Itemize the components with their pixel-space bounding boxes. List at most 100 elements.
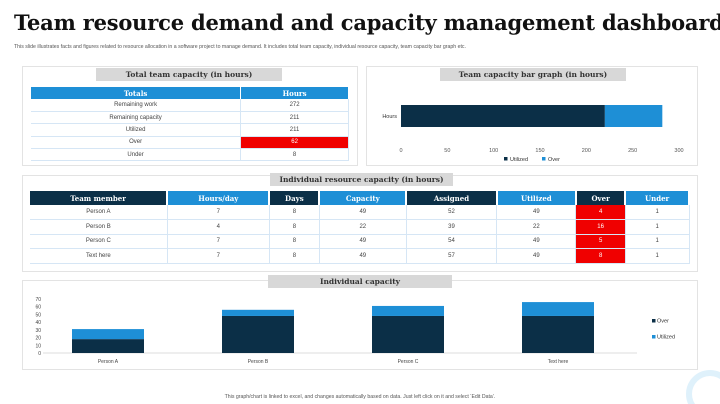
table-cell: Person B [30, 219, 168, 235]
footer-note: This graph/chart is linked to excel, and… [224, 394, 496, 400]
total-capacity-col-header: Totals [31, 87, 242, 99]
legend-swatch [652, 319, 656, 323]
legend-label: Utilized [510, 157, 528, 163]
table-cell: 8 [269, 248, 320, 264]
team-capacity-bar-chart: 0 50 100 150 200 250 300 Hours Utilized Over [382, 105, 684, 163]
y-tick-label: 60 [35, 305, 41, 311]
individual-capacity-header: Individual capacity [268, 275, 452, 288]
table-row: Text here 7 8 49 57 49 8 1 [30, 248, 690, 264]
resource-col-header: Assigned [406, 191, 498, 205]
table-row: Remaining capacity 211 [31, 111, 349, 125]
x-tick-label: Person C [398, 359, 419, 365]
table-row: Over 62 [31, 136, 349, 150]
category-label: Hours [382, 114, 397, 120]
row-label: Over [31, 136, 242, 150]
x-tick-label: 200 [582, 148, 591, 154]
table-cell: 49 [496, 248, 577, 264]
bar-segment-over [72, 339, 144, 353]
page-title: Team resource demand and capacity manage… [14, 10, 720, 35]
x-tick-label: 250 [628, 148, 637, 154]
individual-resource-table: Team member Hours/day Days Capacity Assigned… [30, 191, 690, 264]
row-value: 211 [240, 123, 349, 137]
table-cell: 49 [496, 205, 577, 220]
table-cell: 4 [575, 205, 626, 220]
row-label: Remaining work [31, 99, 242, 112]
table-cell: 57 [406, 248, 498, 264]
bar-segment-over [522, 315, 594, 353]
bar-segment-utilized [401, 105, 605, 127]
x-tick-label: 50 [444, 148, 450, 154]
team-capacity-chart-header: Team capacity bar graph (in hours) [440, 68, 626, 81]
total-capacity-table: Totals Hours Remaining work 272 Remaining c… [31, 87, 349, 162]
decorative-circle [686, 370, 720, 404]
resource-col-header: Days [269, 191, 321, 205]
resource-col-header: Over [575, 191, 627, 205]
y-tick-label: 70 [35, 297, 41, 303]
x-tick-label: 300 [674, 148, 683, 154]
bar-segment-utilized [372, 305, 444, 316]
row-value: 62 [240, 136, 349, 150]
table-cell: Text here [30, 248, 168, 264]
row-label: Remaining capacity [31, 111, 242, 125]
table-cell: 49 [319, 248, 407, 264]
table-cell: 22 [496, 219, 577, 235]
individual-resource-header: Individual resource capacity (in hours) [270, 173, 453, 186]
table-row: Utilized 211 [31, 123, 349, 137]
table-row: Person B 4 8 22 39 22 16 1 [30, 219, 690, 235]
total-capacity-header: Total team capacity (in hours) [96, 68, 282, 81]
table-cell: 1 [625, 205, 690, 220]
table-row: Person C 7 8 49 54 49 5 1 [30, 234, 690, 249]
table-row: Person A 7 8 49 52 49 4 1 [30, 205, 690, 220]
table-cell: 8 [575, 248, 626, 264]
table-cell: Person C [30, 234, 168, 249]
bar-segment-over [604, 105, 663, 127]
table-cell: 39 [406, 219, 498, 235]
legend-label: Utilized [657, 335, 675, 341]
table-cell: 52 [406, 205, 498, 220]
bar-segment-over [372, 315, 444, 353]
table-cell: 49 [319, 205, 407, 220]
table-cell: 1 [625, 248, 690, 264]
bar-segment-utilized [522, 302, 594, 316]
x-tick-label: Person A [98, 359, 119, 365]
table-cell: 8 [269, 234, 320, 249]
y-tick-label: 10 [35, 343, 41, 349]
x-tick-label: Person B [248, 359, 269, 365]
y-tick-label: 30 [35, 328, 41, 334]
resource-col-header: Hours/day [167, 191, 271, 205]
resource-col-header: Under [625, 191, 690, 205]
row-value: 211 [240, 111, 349, 125]
table-cell: 7 [167, 248, 270, 264]
y-tick-label: 0 [38, 351, 41, 357]
table-cell: 22 [319, 219, 407, 235]
table-cell: 54 [406, 234, 498, 249]
table-cell: 8 [269, 205, 320, 220]
table-cell: 16 [575, 219, 626, 235]
table-cell: 7 [167, 205, 270, 220]
y-tick-label: 20 [35, 336, 41, 342]
table-cell: 1 [625, 219, 690, 235]
resource-col-header: Team member [30, 191, 169, 205]
row-label: Utilized [31, 123, 242, 137]
x-tick-label: 0 [399, 148, 402, 154]
y-tick-label: 40 [35, 320, 41, 326]
table-cell: 7 [167, 234, 270, 249]
page-subtitle: This slide illustrates facts and figures… [14, 44, 466, 50]
resource-col-header: Capacity [319, 191, 408, 205]
row-value: 8 [240, 148, 349, 162]
bar-segment-over [222, 315, 294, 353]
table-cell: 4 [167, 219, 270, 235]
x-tick-label: 100 [489, 148, 498, 154]
table-cell: 5 [575, 234, 626, 249]
y-tick-label: 50 [35, 312, 41, 318]
row-label: Under [31, 148, 242, 162]
x-tick-label: 150 [535, 148, 544, 154]
table-cell: 49 [319, 234, 407, 249]
legend-label: Over [548, 157, 560, 163]
bar-segment-utilized [72, 329, 144, 340]
table-cell: 1 [625, 234, 690, 249]
row-value: 272 [240, 99, 349, 112]
legend-swatch [652, 335, 656, 339]
table-row: Remaining work 272 [31, 99, 349, 112]
